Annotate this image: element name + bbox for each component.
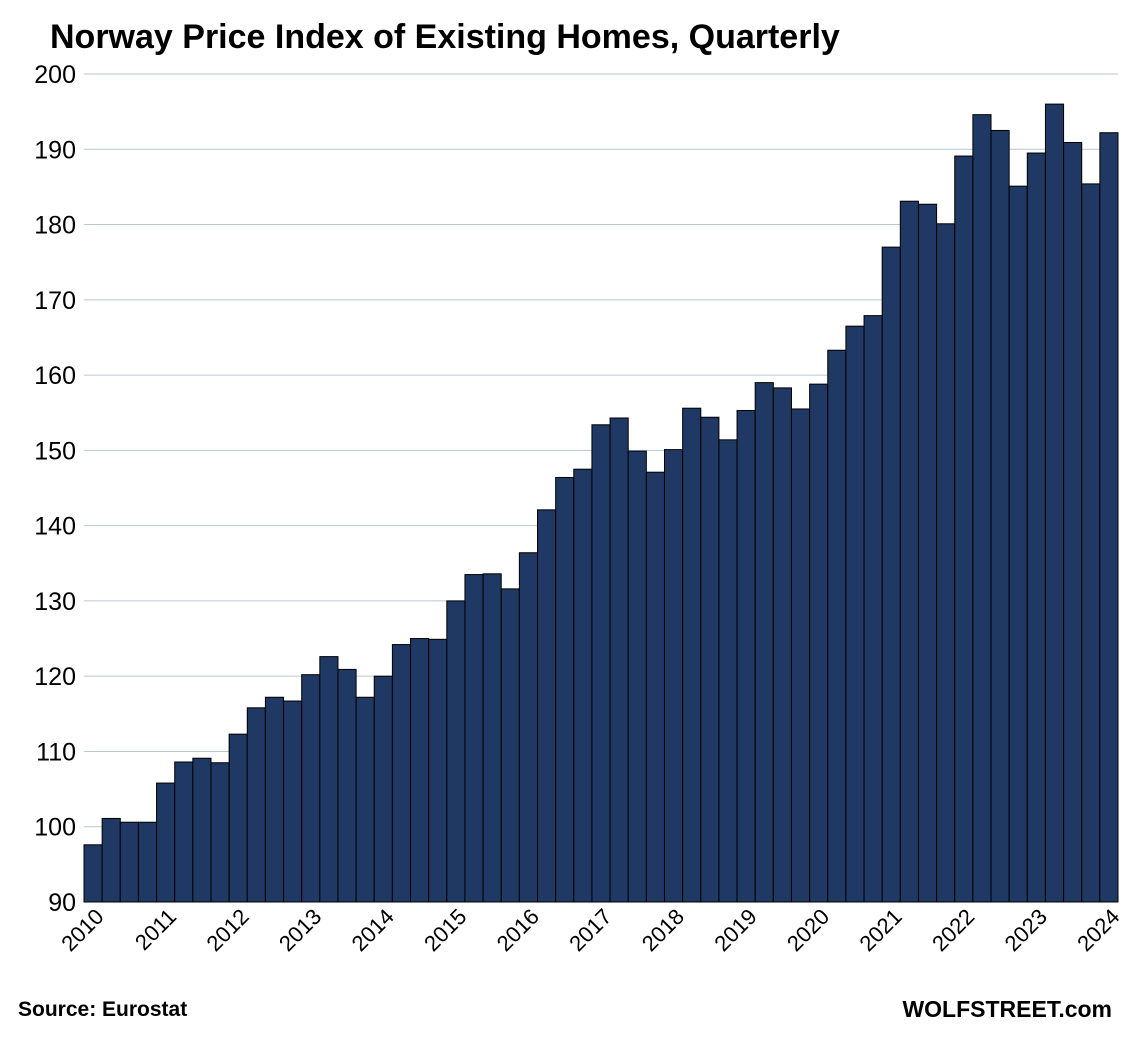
bar: [700, 416, 720, 903]
bar: [809, 383, 829, 903]
bar: [609, 417, 629, 903]
bar: [337, 668, 357, 903]
x-tick-label: 2018: [637, 904, 689, 956]
bar: [192, 757, 212, 903]
bar: [899, 200, 919, 903]
bar: [410, 638, 430, 903]
y-tick-label: 190: [34, 136, 76, 164]
y-tick-label: 130: [34, 588, 76, 616]
bar: [682, 407, 702, 903]
bar: [917, 203, 938, 903]
x-tick-label: 2017: [564, 904, 616, 956]
bar: [518, 552, 539, 903]
x-tick-label: 2012: [201, 904, 253, 956]
chart-title: Norway Price Index of Existing Homes, Qu…: [50, 18, 840, 56]
x-tick-label: 2011: [130, 904, 181, 955]
bar: [301, 674, 321, 903]
x-tick-label: 2023: [1000, 904, 1052, 956]
bar: [264, 696, 285, 903]
bar: [555, 476, 575, 903]
bar: [591, 424, 611, 903]
bar: [645, 471, 665, 903]
y-tick-label: 150: [34, 437, 76, 465]
bar: [972, 114, 992, 903]
bar: [663, 449, 684, 903]
x-tick-label: 2022: [927, 904, 979, 956]
bar: [881, 246, 901, 903]
bar: [119, 821, 139, 903]
bar: [83, 844, 103, 903]
y-tick-label: 180: [34, 212, 76, 240]
y-tick-label: 90: [48, 889, 76, 917]
bar: [573, 468, 593, 903]
bar: [990, 129, 1010, 903]
bar: [772, 387, 792, 903]
y-tick-label: 170: [34, 287, 76, 315]
bar: [228, 733, 248, 903]
bar: [156, 782, 176, 903]
source-note: Source: Eurostat: [18, 998, 188, 1021]
bar: [718, 439, 738, 903]
bar: [936, 223, 956, 903]
x-tick-label: 2019: [709, 904, 761, 956]
bar: [373, 675, 393, 903]
bar: [845, 325, 865, 903]
bar: [174, 761, 194, 903]
bar: [627, 450, 647, 903]
x-tick-label: 2013: [274, 904, 326, 956]
bar: [482, 573, 502, 903]
bar: [1008, 185, 1028, 903]
bar: [1081, 183, 1101, 903]
bar: [319, 656, 339, 903]
bar: [210, 762, 230, 903]
y-tick-label: 140: [34, 513, 76, 541]
x-tick-label: 2024: [1072, 904, 1124, 956]
bar: [246, 707, 266, 903]
bar: [790, 408, 811, 903]
bar: [863, 315, 883, 903]
x-tick-label: 2015: [419, 904, 471, 956]
y-tick-label: 160: [34, 362, 76, 390]
bar: [736, 409, 756, 903]
x-tick-label: 2021: [854, 904, 906, 956]
bar: [1099, 132, 1119, 903]
x-tick-label: 2020: [782, 904, 834, 956]
bar: [1044, 103, 1065, 903]
y-tick-label: 110: [36, 738, 76, 766]
bar: [464, 574, 484, 903]
bar: [391, 644, 412, 903]
bar: [446, 600, 466, 903]
bar: [101, 817, 121, 903]
bar: [1026, 152, 1046, 903]
bar: [1063, 141, 1083, 903]
bar: [355, 696, 375, 903]
brand-label: WOLFSTREET.com: [902, 996, 1112, 1022]
bar: [428, 638, 448, 903]
bar: [754, 382, 774, 903]
bar: [537, 509, 557, 903]
x-tick-label: 2016: [492, 904, 544, 956]
bar: [954, 155, 974, 903]
x-tick-label: 2014: [347, 904, 399, 956]
bar: [283, 700, 303, 903]
y-tick-label: 200: [34, 61, 76, 89]
bar: [137, 821, 158, 903]
y-tick-label: 100: [34, 814, 76, 842]
bar: [827, 349, 847, 903]
y-tick-label: 120: [34, 663, 76, 691]
bar: [500, 588, 520, 903]
